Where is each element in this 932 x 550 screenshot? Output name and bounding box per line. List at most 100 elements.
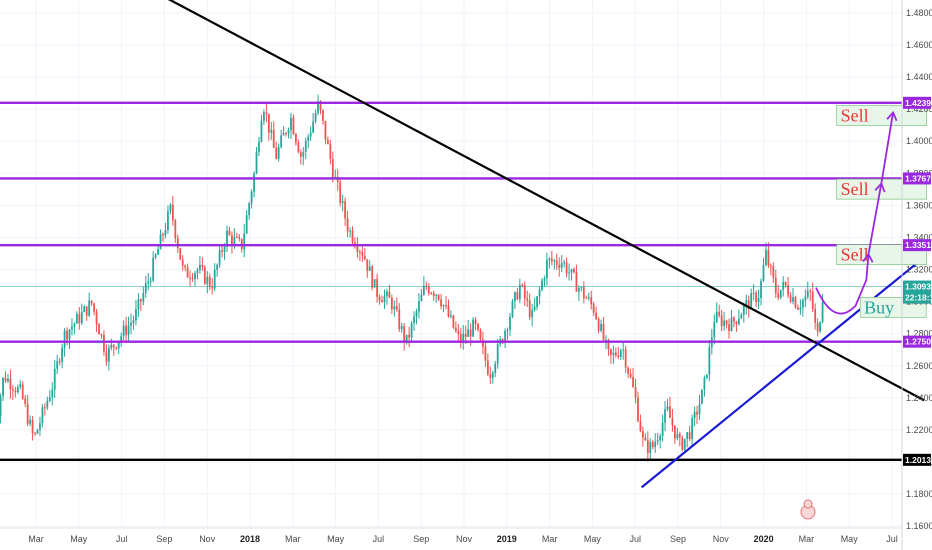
candle bbox=[51, 382, 54, 406]
candle bbox=[644, 433, 647, 441]
candle bbox=[792, 287, 794, 305]
candle bbox=[322, 109, 324, 125]
candle bbox=[789, 292, 792, 303]
candle bbox=[88, 292, 91, 317]
candle bbox=[777, 284, 780, 301]
sell-label: Sell bbox=[841, 245, 869, 265]
candle bbox=[452, 314, 455, 329]
candle bbox=[275, 141, 278, 160]
candle bbox=[477, 322, 479, 332]
projection-curve[interactable] bbox=[815, 112, 894, 315]
candle bbox=[368, 260, 371, 271]
candle bbox=[179, 247, 182, 261]
candle bbox=[575, 264, 578, 292]
candle bbox=[632, 367, 634, 388]
candle bbox=[115, 346, 118, 351]
level-price-tag bbox=[903, 335, 931, 348]
candle bbox=[580, 286, 583, 292]
candle bbox=[742, 302, 745, 323]
horizontal-levels[interactable] bbox=[0, 101, 902, 462]
candle bbox=[661, 414, 664, 442]
candle bbox=[164, 222, 167, 239]
trendlines[interactable] bbox=[154, 0, 925, 489]
candle bbox=[511, 298, 514, 319]
candle bbox=[482, 331, 484, 355]
candle bbox=[31, 415, 34, 441]
candle bbox=[757, 289, 760, 309]
candle bbox=[422, 276, 425, 296]
candles bbox=[0, 94, 824, 462]
candle bbox=[287, 127, 290, 139]
candle bbox=[201, 257, 204, 272]
x-tick-label: 2020 bbox=[754, 534, 774, 544]
candle bbox=[80, 303, 83, 326]
y-tick-label: 1.32000 bbox=[906, 265, 932, 275]
candle bbox=[772, 262, 775, 283]
candle bbox=[184, 264, 187, 272]
candle bbox=[774, 269, 777, 299]
trendline-downtrend[interactable] bbox=[154, 0, 925, 402]
x-tick-label: Mar bbox=[799, 534, 815, 544]
candle bbox=[93, 302, 96, 316]
level-price-label: 1.20135 bbox=[905, 455, 932, 465]
candle bbox=[560, 255, 563, 272]
x-axis[interactable]: Mar May Jul Sep Nov 2018 Mar May Jul Sep Nov 2019 Ma… bbox=[28, 534, 898, 544]
candle bbox=[582, 281, 585, 304]
candle bbox=[358, 249, 361, 261]
candle bbox=[629, 368, 632, 379]
candle bbox=[691, 414, 694, 446]
candle bbox=[659, 433, 662, 449]
candle bbox=[398, 303, 401, 332]
candle bbox=[253, 171, 255, 198]
current-price-label: 1.30938 bbox=[905, 282, 932, 292]
candle bbox=[393, 300, 396, 317]
candle bbox=[341, 194, 344, 212]
candle bbox=[531, 303, 534, 327]
candle bbox=[462, 325, 465, 350]
candle bbox=[85, 306, 88, 321]
candle bbox=[7, 373, 9, 383]
candle bbox=[735, 320, 738, 332]
trendline-uptrend[interactable] bbox=[640, 256, 925, 489]
candle bbox=[356, 237, 359, 258]
candle bbox=[39, 416, 41, 436]
candle bbox=[299, 149, 302, 165]
candle bbox=[297, 139, 300, 154]
candle bbox=[600, 319, 602, 333]
candle bbox=[383, 289, 386, 309]
candle bbox=[578, 285, 580, 301]
candle bbox=[703, 375, 706, 397]
y-tick-label: 1.40000 bbox=[906, 136, 932, 146]
level-price-label: 1.27502 bbox=[905, 337, 932, 347]
y-tick-label: 1.26000 bbox=[906, 361, 932, 371]
candle bbox=[186, 263, 189, 278]
candle bbox=[486, 353, 489, 376]
level-price-tag bbox=[903, 172, 931, 185]
candle bbox=[295, 132, 297, 146]
sell-zone[interactable] bbox=[836, 105, 927, 126]
x-tick-label: Nov bbox=[456, 534, 473, 544]
candle bbox=[474, 316, 477, 331]
candle bbox=[819, 321, 821, 334]
x-tick-label: Nov bbox=[713, 534, 730, 544]
candle bbox=[4, 371, 7, 383]
projection-path[interactable] bbox=[815, 110, 898, 315]
candle bbox=[331, 151, 334, 183]
candle bbox=[804, 289, 807, 307]
candle bbox=[285, 131, 287, 137]
candle bbox=[351, 226, 354, 247]
candle bbox=[314, 109, 317, 124]
candle bbox=[167, 205, 169, 234]
candle bbox=[137, 293, 140, 318]
candle bbox=[816, 318, 819, 337]
current-price-tag bbox=[903, 280, 931, 304]
candle bbox=[651, 439, 654, 450]
x-tick-label: Jul bbox=[629, 534, 641, 544]
candle bbox=[496, 338, 499, 369]
candle bbox=[152, 251, 155, 283]
candle bbox=[149, 277, 152, 287]
level-price-tag bbox=[903, 96, 931, 109]
candle bbox=[16, 384, 19, 394]
y-tick-label: 1.18000 bbox=[906, 489, 932, 499]
